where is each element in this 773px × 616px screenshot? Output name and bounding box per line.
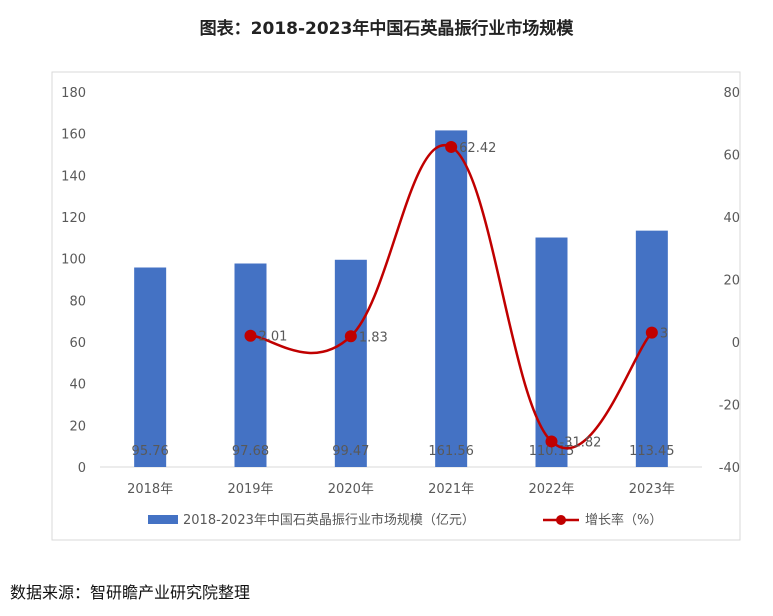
bar bbox=[435, 130, 468, 467]
bar bbox=[334, 259, 367, 467]
growth-rate-point bbox=[645, 326, 658, 339]
growth-rate-point bbox=[445, 140, 458, 153]
legend-bar-swatch bbox=[148, 515, 178, 524]
chart-title: 图表：2018-2023年中国石英晶振行业市场规模 bbox=[199, 19, 574, 39]
growth-rate-point bbox=[344, 330, 357, 343]
x-tick-label: 2018年 bbox=[127, 482, 173, 497]
growth-rate-label: 2.01 bbox=[259, 330, 288, 345]
y-left-tick-label: 100 bbox=[61, 253, 86, 268]
y-right-tick-label: 0 bbox=[732, 336, 740, 351]
x-tick-label: 2022年 bbox=[528, 482, 574, 497]
y-left-tick-label: 180 bbox=[61, 86, 86, 101]
y-right-tick-label: 60 bbox=[723, 149, 740, 164]
x-tick-label: 2023年 bbox=[629, 482, 675, 497]
x-tick-label: 2019年 bbox=[227, 482, 273, 497]
growth-rate-line bbox=[250, 143, 653, 450]
y-left-tick-label: 0 bbox=[78, 461, 86, 476]
bar-data-label: 95.76 bbox=[132, 444, 169, 459]
data-source-note: 数据来源：智研瞻产业研究院整理 bbox=[10, 583, 251, 602]
bar-data-label: 161.56 bbox=[428, 444, 474, 459]
y-right-tick-label: 80 bbox=[723, 86, 740, 101]
y-left-tick-label: 40 bbox=[69, 378, 86, 393]
y-left-tick-label: 80 bbox=[69, 294, 86, 309]
legend-line-marker bbox=[556, 515, 566, 525]
y-right-tick-label: 40 bbox=[723, 211, 740, 226]
legend-bar-label: 2018-2023年中国石英晶振行业市场规模（亿元） bbox=[183, 512, 475, 528]
growth-rate-label: 3 bbox=[660, 327, 668, 342]
bar-data-label: 97.68 bbox=[232, 444, 269, 459]
y-left-tick-label: 120 bbox=[61, 211, 86, 226]
x-tick-label: 2021年 bbox=[428, 482, 474, 497]
y-left-tick-label: 20 bbox=[69, 419, 86, 434]
growth-rate-point bbox=[244, 329, 257, 342]
y-left-tick-label: 60 bbox=[69, 336, 86, 351]
chart-frame bbox=[51, 71, 741, 541]
growth-rate-label: 1.83 bbox=[359, 330, 388, 345]
y-right-tick-label: -20 bbox=[719, 399, 740, 414]
growth-rate-label: -31.82 bbox=[560, 435, 602, 450]
growth-rate-label: 62.42 bbox=[459, 141, 496, 156]
y-left-tick-label: 160 bbox=[61, 128, 86, 143]
y-right-tick-label: -40 bbox=[719, 461, 740, 476]
bar bbox=[234, 263, 267, 467]
y-left-tick-label: 140 bbox=[61, 169, 86, 184]
legend-line-label: 增长率（%） bbox=[585, 512, 662, 528]
bar bbox=[134, 267, 167, 467]
y-right-tick-label: 20 bbox=[723, 274, 740, 289]
bar-data-label: 99.47 bbox=[332, 444, 369, 459]
bar bbox=[535, 237, 568, 467]
growth-rate-point bbox=[545, 435, 558, 448]
bar-data-label: 113.45 bbox=[629, 444, 675, 459]
x-tick-label: 2020年 bbox=[328, 482, 374, 497]
